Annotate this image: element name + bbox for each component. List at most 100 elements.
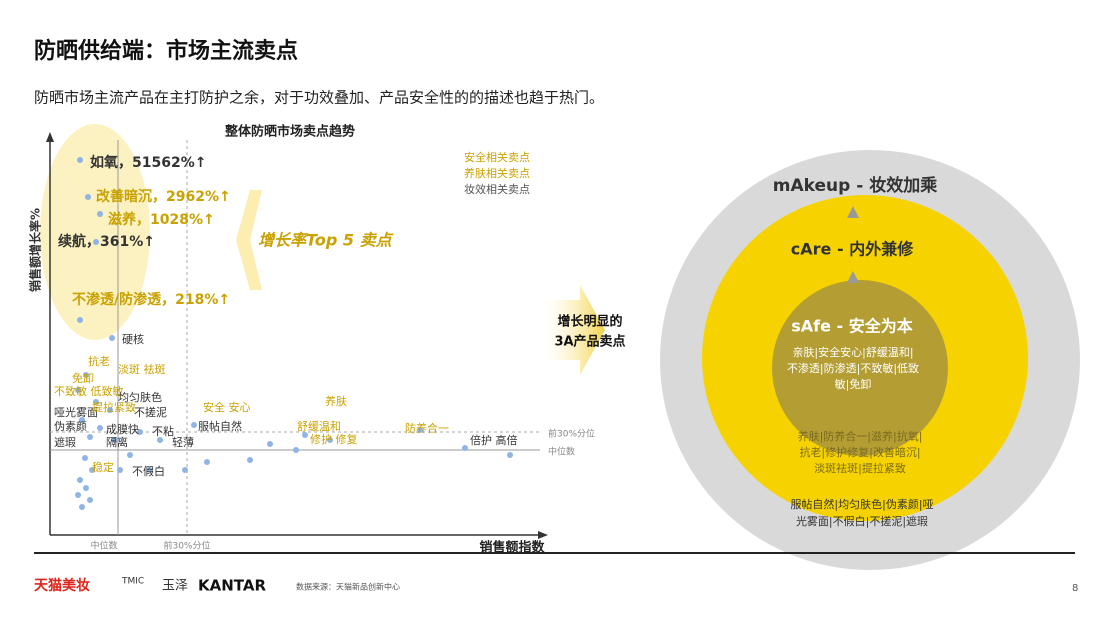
- middle-title: cAre - 内外兼修: [791, 240, 914, 259]
- circle-item: 抗老|修护修复|改善暗沉|: [799, 445, 920, 459]
- arrow-label: 增长明显的: [557, 314, 622, 330]
- ref-label: 中位数: [548, 446, 575, 458]
- dot: [462, 445, 468, 451]
- circle-item: 服帖自然|均匀肤色|伪素颜|哑: [790, 497, 933, 511]
- dot: [247, 457, 253, 463]
- dot: [93, 239, 99, 245]
- outer-title: mAkeup - 妆效加乘: [773, 175, 937, 196]
- point-label: 安全 安心: [203, 400, 251, 414]
- dot: [507, 452, 513, 458]
- dot: [79, 504, 85, 510]
- circle-item: 不渗透|防渗透|不致敏|低致: [787, 361, 919, 375]
- dot: [75, 492, 81, 498]
- top-label: 如氧，51562%↑: [90, 154, 206, 171]
- inner-circle: [772, 280, 948, 456]
- circle-item: 亲肤|安全安心|舒缓温和|: [792, 345, 913, 359]
- page-number: 8: [1072, 583, 1078, 594]
- dot: [157, 437, 163, 443]
- point-label: 不假白: [132, 464, 165, 478]
- point-label: 防养合一: [405, 421, 449, 435]
- ref-label: 前30%分位: [163, 540, 210, 552]
- logo: KANTAR: [198, 577, 266, 595]
- callout: 增长率Top 5 卖点: [258, 231, 394, 250]
- top-label: 不渗透/防渗透，218%↑: [72, 291, 230, 308]
- subtitle: 防晒市场主流产品在主打防护之余，对于功效叠加、产品安全性的的描述也趋于热门。: [34, 89, 604, 107]
- dot: [117, 467, 123, 473]
- top-label: 滋养，1028%↑: [108, 211, 215, 228]
- point-label: 养肤: [325, 394, 347, 408]
- point-label: 不粘: [152, 424, 174, 438]
- dot: [97, 425, 103, 431]
- point-label: 修护 修复: [310, 432, 358, 446]
- dot: [77, 157, 83, 163]
- point-label: 不搓泥: [134, 405, 167, 419]
- dot: [87, 497, 93, 503]
- dot: [75, 387, 81, 393]
- point-label: 提拉紧致: [92, 400, 136, 414]
- point-label: 舒缓温和: [297, 419, 341, 433]
- dot: [137, 429, 143, 435]
- dot: [127, 452, 133, 458]
- chevron: [236, 190, 262, 290]
- dot: [82, 455, 88, 461]
- point-label: 成膜快: [106, 423, 139, 436]
- dot: [93, 399, 99, 405]
- logo: TMIC: [121, 577, 144, 587]
- dot: [267, 441, 273, 447]
- point-label: 免卸: [72, 371, 94, 385]
- point-label: 服帖自然: [198, 419, 242, 433]
- dot: [89, 467, 95, 473]
- point-label: 不致敏 低致敏: [54, 384, 124, 398]
- point-label: 哑光雾面: [54, 405, 98, 419]
- top-label: 续航，361%↑: [58, 233, 155, 250]
- legend: 妆效相关卖点: [464, 182, 530, 196]
- dot: [191, 422, 197, 428]
- point-label: 轻薄: [172, 435, 194, 449]
- point-label: 伪素颜: [54, 420, 87, 433]
- highlight: [40, 124, 150, 340]
- dot: [182, 467, 188, 473]
- dot: [107, 407, 113, 413]
- x-label: 销售额指数: [479, 540, 545, 556]
- dot: [87, 434, 93, 440]
- legend: 养肤相关卖点: [464, 166, 530, 180]
- dot: [204, 459, 210, 465]
- point-label: 遮瑕: [54, 435, 76, 449]
- chart-title: 整体防晒市场卖点趋势: [224, 124, 355, 140]
- circle-item: 养肤|防养合一|滋养|抗氧|: [798, 429, 923, 443]
- dot: [83, 485, 89, 491]
- dot: [77, 317, 83, 323]
- circle-item: 敏|免卸: [835, 377, 872, 391]
- top-label: 改善暗沉，2962%↑: [96, 188, 231, 205]
- dot: [109, 335, 115, 341]
- circle-item: 光雾面|不假白|不搓泥|遮瑕: [796, 514, 928, 528]
- logo: 天猫美妆: [34, 577, 90, 594]
- arrow-label: 3A产品卖点: [554, 334, 625, 350]
- dot: [85, 194, 91, 200]
- point-label: 隔离: [106, 435, 128, 449]
- ref-label: 前30%分位: [548, 428, 595, 440]
- title: 防晒供给端：市场主流卖点: [34, 38, 298, 64]
- circle-items: 亲肤|安全安心|舒缓温和| 不渗透|防渗透|不致敏|低致敏|免卸养肤|防养合一|滋…: [787, 345, 934, 528]
- circle-item: 淡斑祛斑|提拉紧致: [814, 461, 906, 475]
- dot: [327, 437, 333, 443]
- arrow: [545, 285, 605, 375]
- dot: [79, 417, 85, 423]
- legend: 安全相关卖点: [464, 150, 530, 164]
- dot: [112, 437, 118, 443]
- point-label: 均匀肤色: [118, 390, 162, 404]
- point-label: 淡斑 祛斑: [118, 362, 166, 376]
- dot: [83, 372, 89, 378]
- point-label: 硬核: [122, 332, 144, 346]
- dot: [417, 427, 423, 433]
- dot: [293, 447, 299, 453]
- inner-title: sAfe - 安全为本: [791, 317, 913, 336]
- dot: [147, 467, 153, 473]
- source: 数据来源：天猫新品创新中心: [296, 582, 400, 592]
- dot: [77, 477, 83, 483]
- dots: [75, 157, 513, 510]
- ref-label: 中位数: [90, 540, 117, 552]
- logo: 玉泽: [162, 579, 188, 594]
